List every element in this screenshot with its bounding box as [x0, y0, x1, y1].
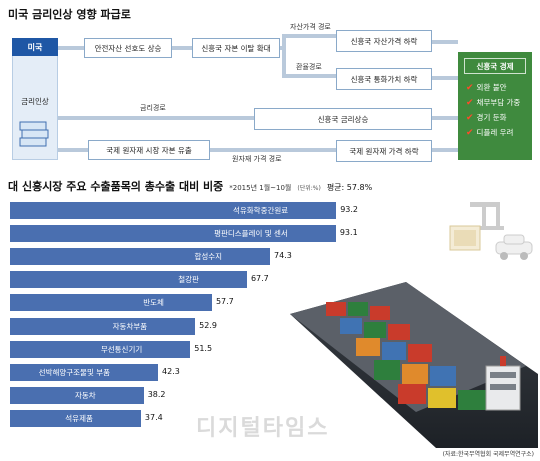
connector-line	[432, 116, 458, 120]
panel-item: ✔ 채무부담 가중	[466, 97, 521, 108]
connector-line	[210, 148, 336, 152]
bar-row: 자동차 38.2	[10, 386, 370, 404]
diagram-title: 미국 금리인상 영향 파급로	[8, 8, 131, 21]
bar-category-label: 석유제품	[65, 413, 93, 423]
check-icon: ✔	[466, 127, 474, 138]
emerging-economy-panel: 신흥국 경제 ✔ 외환 불안 ✔ 채무부담 가중 ✔ 경기 둔화 ✔ 디플레 우려	[458, 52, 532, 160]
chip-icon	[449, 225, 481, 251]
bar-value-label: 57.7	[215, 297, 234, 307]
connector-line	[282, 34, 336, 38]
bar-category-label: 철강판	[178, 275, 199, 285]
check-icon: ✔	[466, 112, 474, 123]
bar	[10, 294, 212, 312]
bar-value-label: 74.3	[274, 251, 292, 261]
panel-list: ✔ 외환 불안 ✔ 채무부담 가중 ✔ 경기 둔화 ✔ 디플레 우려	[458, 74, 532, 140]
bar-category-label: 석유화학중간원료	[232, 206, 289, 215]
asset-price-path-label: 자산가격 경로	[290, 23, 331, 31]
bar-category-label: 무선통신기기	[100, 344, 143, 354]
connector-line	[58, 46, 86, 50]
panel-item: ✔ 외환 불안	[466, 82, 507, 93]
connector-line	[171, 46, 193, 50]
bar-category-label: 합성수지	[194, 252, 223, 262]
bar-category-label: 선박해양구조물및 부품	[38, 367, 111, 377]
bar-row: 선박해양구조물및 부품 42.3	[10, 363, 370, 381]
bar-chart: 석유화학중간원료 93.2 평판디스플레이 및 센서 93.1 합성수지 74.3 철강판 6…	[0, 202, 380, 442]
bar	[10, 271, 247, 289]
currency-down-box: 신흥국 통화가치 하락	[336, 68, 432, 90]
industry-icons	[440, 200, 536, 266]
bar-row: 평판디스플레이 및 센서 93.1	[10, 225, 370, 243]
chart-header: 대 신흥시장 주요 수출품목의 총수출 대비 비중 *2015년 1월~10월 …	[8, 178, 372, 194]
source-note: (자료:한국무역협회 국제무역연구소)	[442, 451, 534, 458]
watermark: 디지털타임스	[196, 416, 330, 441]
bar-value-label: 67.7	[250, 274, 269, 284]
bar-row: 합성수지 74.3	[10, 248, 370, 266]
bar	[10, 248, 271, 266]
bar-row: 자동차부품 52.9	[10, 317, 370, 335]
bar-category-label: 자동차	[74, 390, 96, 400]
bar-value-label: 52.9	[199, 320, 217, 330]
exchange-path-label: 환율경로	[296, 63, 322, 71]
check-icon: ✔	[466, 82, 474, 93]
bar-row: 무선통신기기 51.5	[10, 340, 370, 358]
commodity-path-label: 원자재 가격 경로	[232, 155, 282, 163]
bar	[10, 363, 159, 381]
connector-line	[432, 148, 458, 152]
asset-price-down-box: 신흥국 자산가격 하락	[336, 30, 432, 52]
commodity-down-box: 국제 원자재 가격 하락	[336, 140, 432, 162]
bar-row: 석유제품 37.4	[10, 409, 370, 427]
rate-up-box: 신흥국 금리상승	[254, 108, 432, 130]
safe-asset-box: 안전자산 선호도 상승	[84, 38, 172, 58]
check-icon: ✔	[466, 97, 474, 108]
bar-value-label: 42.3	[162, 366, 180, 376]
connector-line	[432, 76, 458, 80]
connector-line	[278, 46, 286, 50]
connector-line	[282, 34, 286, 78]
rate-hike-label: 금리인상	[21, 97, 49, 106]
connector-line	[58, 116, 254, 120]
chart-note: *2015년 1월~10월	[229, 184, 292, 192]
connector-line	[282, 74, 336, 78]
bar-value-label: 38.2	[147, 389, 166, 399]
car-icon	[495, 234, 533, 260]
bar-category-label: 평판디스플레이 및 센서	[214, 229, 288, 239]
us-label: 미국	[12, 38, 58, 56]
bar-row: 철강판 67.7	[10, 271, 370, 289]
connector-line	[58, 148, 88, 152]
bar-value-label: 37.4	[144, 412, 163, 422]
panel-item: ✔ 경기 둔화	[466, 112, 507, 123]
panel-item: ✔ 디플레 우려	[466, 127, 514, 138]
bar	[10, 202, 337, 219]
money-stack-icon	[18, 115, 50, 152]
bar-value-label: 93.1	[339, 228, 358, 238]
connector-line	[432, 40, 458, 44]
bar-value-label: 93.2	[340, 205, 358, 214]
commodity-outflow-box: 국제 원자재 시장 자본 유출	[88, 140, 210, 160]
panel-title: 신흥국 경제	[464, 58, 526, 74]
bar-value-label: 51.5	[194, 343, 213, 353]
bar	[10, 386, 144, 404]
interest-path-label: 금리경로	[140, 104, 166, 112]
bar-category-label: 반도체	[143, 298, 164, 308]
bar	[10, 317, 196, 335]
bar	[10, 225, 336, 243]
bar	[10, 340, 191, 358]
bar-category-label: 자동차부품	[112, 321, 148, 331]
chart-average: 평균: 57.8%	[326, 183, 373, 192]
chart-title: 대 신흥시장 주요 수출품목의 총수출 대비 비중	[8, 180, 224, 193]
bar-row: 반도체 57.7	[10, 294, 370, 312]
bar-row: 석유화학중간원료 93.2	[10, 202, 370, 219]
chart-unit: (단위:%)	[297, 185, 321, 192]
cargo-ship-illustration	[286, 262, 540, 448]
capital-outflow-box: 신흥국 자본 이탈 확대	[192, 38, 280, 58]
bar	[10, 409, 141, 427]
oil-pump-icon	[470, 202, 504, 230]
